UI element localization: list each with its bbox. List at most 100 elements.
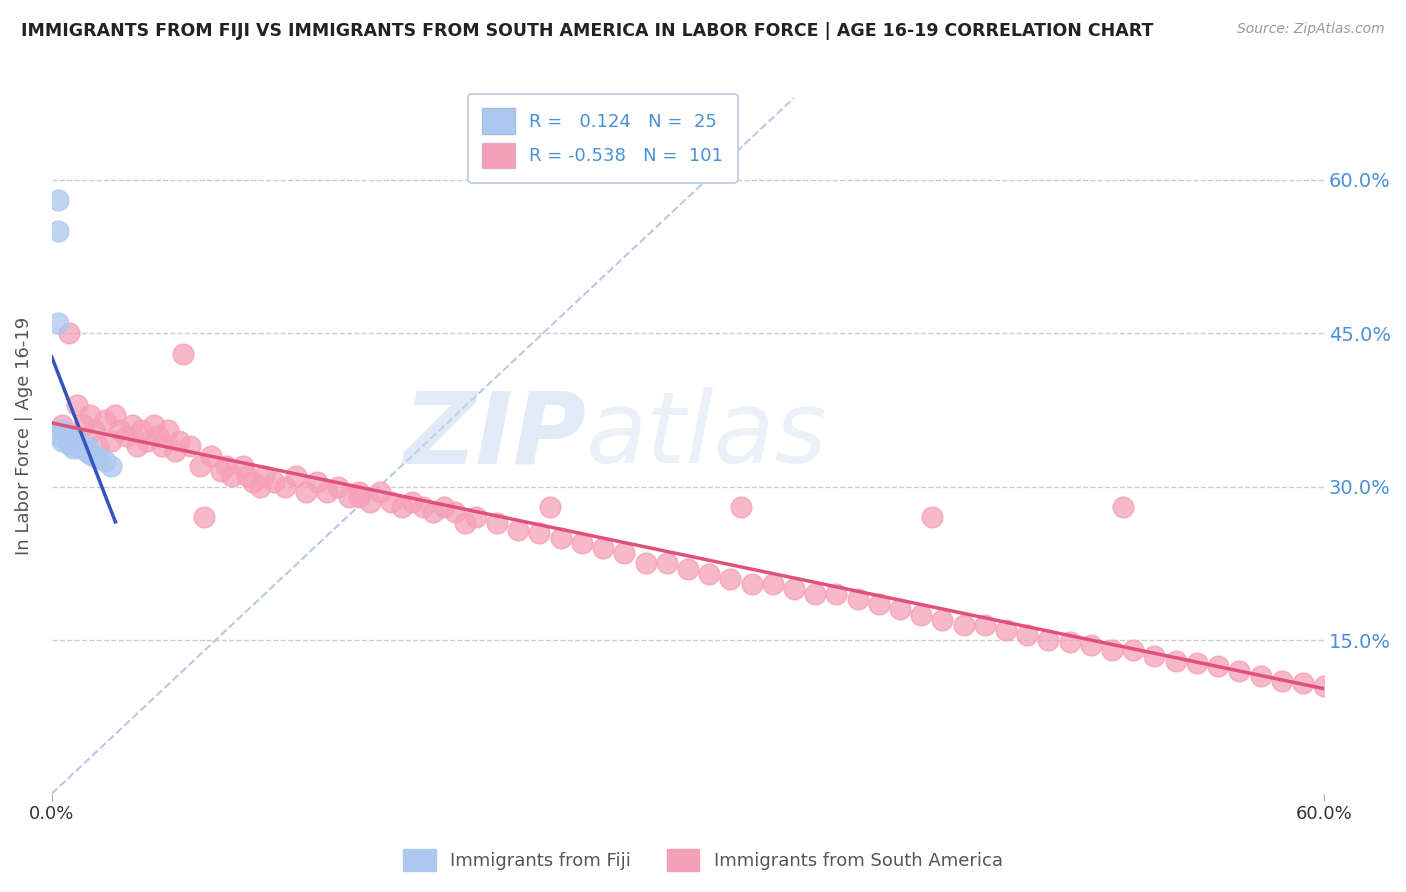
Point bbox=[70, 436, 93, 450]
Point bbox=[1292, 676, 1315, 690]
Point bbox=[349, 484, 371, 499]
Point bbox=[676, 561, 699, 575]
Point bbox=[1271, 674, 1294, 689]
Point bbox=[529, 525, 551, 540]
Point bbox=[380, 495, 402, 509]
Y-axis label: In Labor Force | Age 16-19: In Labor Force | Age 16-19 bbox=[15, 317, 32, 555]
Point bbox=[87, 439, 110, 453]
Text: ZIP: ZIP bbox=[404, 387, 586, 484]
Point bbox=[697, 566, 720, 581]
Point bbox=[1101, 643, 1123, 657]
Point bbox=[359, 495, 381, 509]
Point bbox=[846, 592, 869, 607]
Point bbox=[104, 408, 127, 422]
Point bbox=[62, 441, 84, 455]
Point bbox=[179, 439, 201, 453]
Point bbox=[538, 500, 561, 515]
Point bbox=[783, 582, 806, 596]
Point bbox=[94, 454, 117, 468]
Point bbox=[337, 490, 360, 504]
Point bbox=[263, 475, 285, 489]
Point bbox=[825, 587, 848, 601]
Point bbox=[136, 434, 159, 448]
Point bbox=[401, 495, 423, 509]
Point bbox=[889, 602, 911, 616]
Point bbox=[49, 428, 72, 442]
Point bbox=[910, 607, 932, 622]
Point bbox=[1185, 656, 1208, 670]
Text: IMMIGRANTS FROM FIJI VS IMMIGRANTS FROM SOUTH AMERICA IN LABOR FORCE | AGE 16-19: IMMIGRANTS FROM FIJI VS IMMIGRANTS FROM … bbox=[21, 22, 1153, 40]
Point bbox=[46, 193, 69, 207]
Point bbox=[58, 436, 80, 450]
Point bbox=[326, 480, 349, 494]
Point bbox=[284, 469, 307, 483]
Point bbox=[634, 557, 657, 571]
Point bbox=[370, 484, 392, 499]
Point bbox=[108, 424, 131, 438]
Point bbox=[741, 577, 763, 591]
Point bbox=[1017, 628, 1039, 642]
Point bbox=[72, 418, 94, 433]
Point bbox=[83, 424, 105, 438]
Point bbox=[1080, 638, 1102, 652]
Text: atlas: atlas bbox=[586, 387, 828, 484]
Point bbox=[51, 424, 73, 438]
Point bbox=[221, 469, 243, 483]
Point bbox=[868, 598, 890, 612]
Text: Source: ZipAtlas.com: Source: ZipAtlas.com bbox=[1237, 22, 1385, 37]
Point bbox=[295, 484, 318, 499]
Point bbox=[486, 516, 509, 530]
Point bbox=[67, 441, 90, 455]
Point bbox=[391, 500, 413, 515]
Point bbox=[51, 418, 73, 433]
Point bbox=[804, 587, 827, 601]
Point bbox=[508, 523, 530, 537]
Point bbox=[592, 541, 614, 555]
Point bbox=[94, 413, 117, 427]
Point bbox=[454, 516, 477, 530]
Point bbox=[242, 475, 264, 489]
Point bbox=[150, 439, 173, 453]
Point bbox=[1143, 648, 1166, 663]
Point bbox=[79, 447, 101, 461]
Point bbox=[1164, 654, 1187, 668]
Point bbox=[66, 434, 89, 448]
Point bbox=[422, 505, 444, 519]
Point bbox=[412, 500, 434, 515]
Point bbox=[464, 510, 486, 524]
Point bbox=[72, 439, 94, 453]
Point bbox=[87, 451, 110, 466]
Point bbox=[55, 426, 77, 441]
Point bbox=[58, 326, 80, 341]
Point bbox=[163, 443, 186, 458]
Point bbox=[274, 480, 297, 494]
Point bbox=[167, 434, 190, 448]
Point bbox=[83, 449, 105, 463]
Point bbox=[655, 557, 678, 571]
Point bbox=[718, 572, 741, 586]
Point bbox=[209, 464, 232, 478]
Point bbox=[172, 347, 194, 361]
Point bbox=[305, 475, 328, 489]
Point bbox=[66, 398, 89, 412]
Point bbox=[1122, 643, 1144, 657]
Point bbox=[214, 459, 236, 474]
Point bbox=[1111, 500, 1133, 515]
Point bbox=[62, 434, 84, 448]
Point bbox=[349, 490, 371, 504]
Point bbox=[1313, 679, 1336, 693]
Point bbox=[232, 459, 254, 474]
Point bbox=[1250, 669, 1272, 683]
Point bbox=[129, 424, 152, 438]
Legend: Immigrants from Fiji, Immigrants from South America: Immigrants from Fiji, Immigrants from So… bbox=[396, 842, 1010, 879]
Point bbox=[125, 439, 148, 453]
Point bbox=[1227, 664, 1250, 678]
Point bbox=[433, 500, 456, 515]
Point bbox=[1038, 633, 1060, 648]
Point bbox=[200, 449, 222, 463]
Point bbox=[142, 418, 165, 433]
Point bbox=[193, 510, 215, 524]
Point bbox=[730, 500, 752, 515]
Point bbox=[157, 424, 180, 438]
Point bbox=[46, 316, 69, 330]
